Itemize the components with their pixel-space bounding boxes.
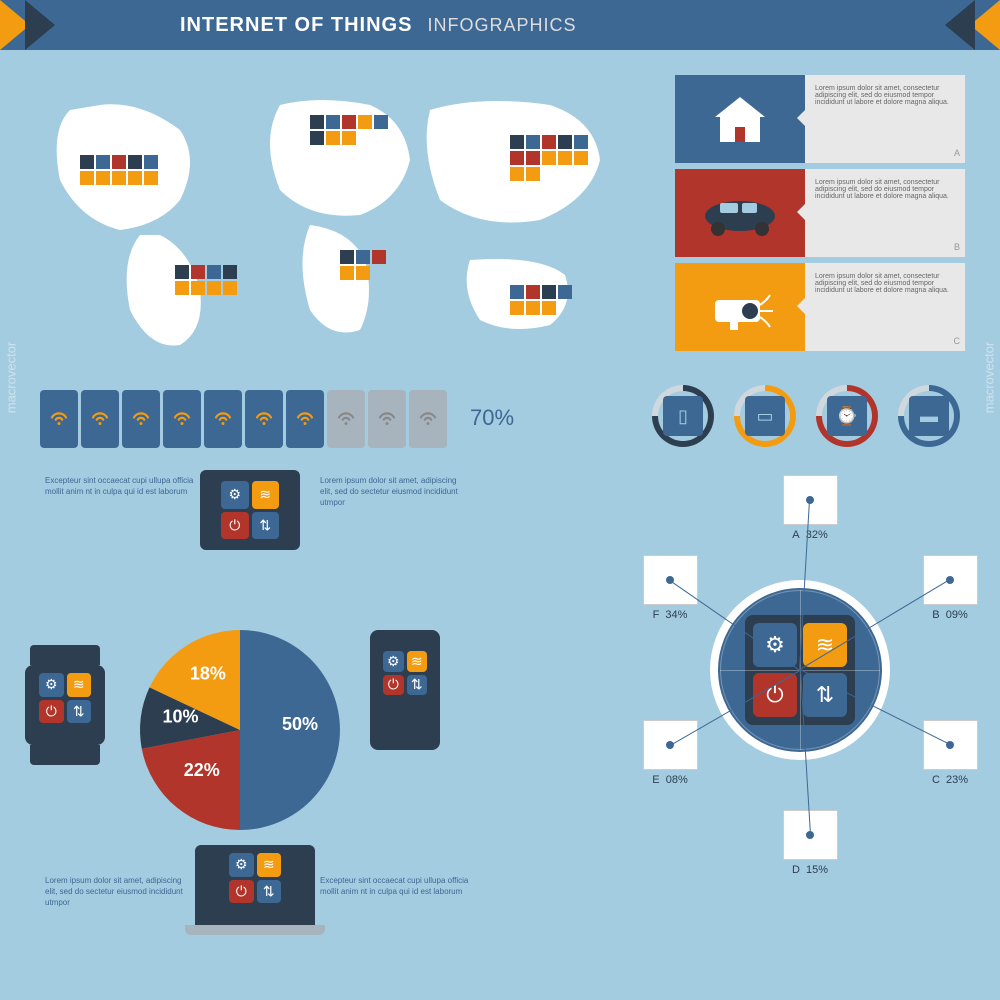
phone-unit bbox=[368, 390, 406, 448]
arrow-right-dark bbox=[945, 0, 975, 50]
phone-device: ⚙≋⏻⇅ bbox=[370, 630, 440, 750]
header: INTERNET OF THINGS INFOGRAPHICS bbox=[0, 0, 1000, 50]
map-cluster bbox=[510, 135, 588, 181]
text-block-2: Lorem ipsum dolor sit amet, adipiscing e… bbox=[320, 475, 470, 509]
pie-chart: 50% 22% 10% 18% bbox=[130, 620, 350, 840]
phone-unit bbox=[40, 390, 78, 448]
laptop-device: ⚙≋⏻⇅ bbox=[185, 845, 325, 945]
world-map bbox=[20, 60, 660, 370]
watermark-right: macrovector bbox=[982, 342, 997, 414]
subtitle: INFOGRAPHICS bbox=[427, 15, 576, 36]
device-ring: ▯ bbox=[652, 385, 714, 447]
info-panel-a: Lorem ipsum dolor sit amet, consectetur … bbox=[675, 75, 965, 163]
svg-text:10%: 10% bbox=[162, 706, 198, 726]
appliance-b: B 09% bbox=[920, 555, 980, 621]
svg-text:50%: 50% bbox=[282, 714, 318, 734]
svg-text:22%: 22% bbox=[184, 760, 220, 780]
device-ring: ▭ bbox=[734, 385, 796, 447]
tablet-device: ⚙≋⏻⇅ bbox=[200, 470, 300, 550]
map-cluster bbox=[175, 265, 237, 295]
map-cluster bbox=[310, 115, 388, 145]
phone-unit bbox=[327, 390, 365, 448]
device-ring: ⌚ bbox=[816, 385, 878, 447]
appliance-c: C 23% bbox=[920, 720, 980, 786]
phone-unit bbox=[81, 390, 119, 448]
info-panel-c: Lorem ipsum dolor sit amet, consectetur … bbox=[675, 263, 965, 351]
device-ring: ▬ bbox=[898, 385, 960, 447]
phone-row bbox=[40, 390, 447, 448]
phone-percent: 70% bbox=[470, 405, 514, 431]
phone-unit bbox=[122, 390, 160, 448]
svg-text:18%: 18% bbox=[190, 663, 226, 683]
text-block-3: Lorem ipsum dolor sit amet, adipiscing e… bbox=[45, 875, 195, 909]
map-cluster bbox=[340, 250, 386, 280]
text-block-4: Excepteur sint occaecat cupi ullupa offi… bbox=[320, 875, 470, 897]
info-panels: Lorem ipsum dolor sit amet, consectetur … bbox=[675, 75, 965, 357]
text-block-1: Excepteur sint occaecat cupi ullupa offi… bbox=[45, 475, 195, 497]
watermark-left: macrovector bbox=[3, 342, 18, 414]
arrow-left-dark bbox=[25, 0, 55, 50]
phone-unit bbox=[204, 390, 242, 448]
appliance-a: A 32% bbox=[780, 475, 840, 541]
phone-unit bbox=[163, 390, 201, 448]
appliance-e: E 08% bbox=[640, 720, 700, 786]
phone-unit bbox=[245, 390, 283, 448]
phone-unit bbox=[409, 390, 447, 448]
info-panel-b: Lorem ipsum dolor sit amet, consectetur … bbox=[675, 169, 965, 257]
map-cluster bbox=[510, 285, 572, 315]
main-title: INTERNET OF THINGS bbox=[180, 14, 412, 37]
device-rings: ▯ ▭ ⌚ ▬ bbox=[652, 385, 960, 447]
map-cluster bbox=[80, 155, 158, 185]
phone-unit bbox=[286, 390, 324, 448]
appliance-f: F 34% bbox=[640, 555, 700, 621]
watch-device: ⚙≋⏻⇅ bbox=[25, 645, 105, 765]
